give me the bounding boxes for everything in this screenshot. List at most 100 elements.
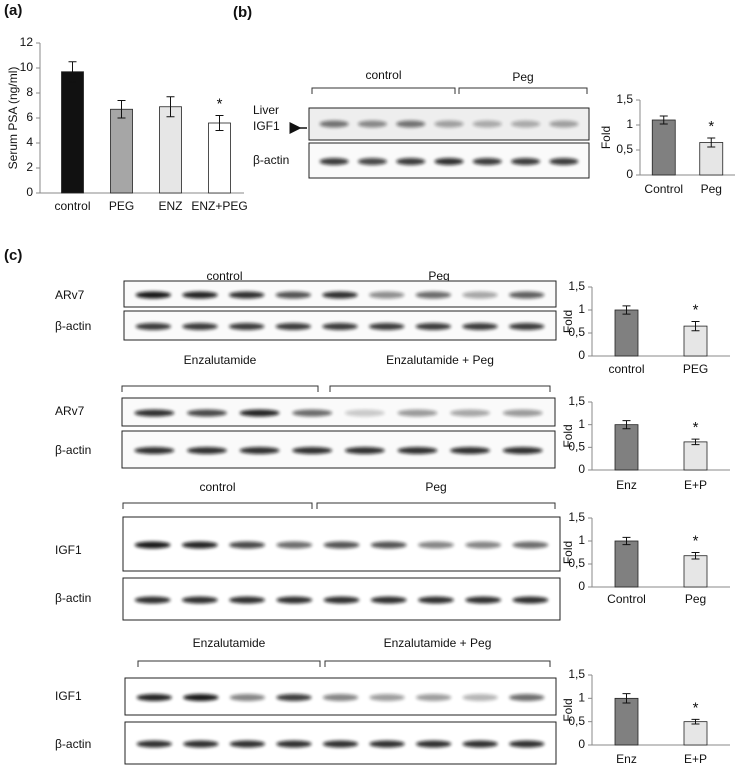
error-bar (622, 305, 631, 315)
band (275, 323, 312, 330)
bar (614, 424, 639, 471)
band (462, 323, 498, 330)
band (418, 541, 454, 549)
y-tick-label: 1,5 (568, 279, 585, 293)
band (418, 596, 454, 604)
band (508, 291, 545, 299)
band (228, 323, 265, 330)
band (357, 158, 387, 165)
band (369, 694, 405, 701)
band (275, 291, 312, 299)
bar (208, 122, 231, 194)
band (502, 409, 543, 417)
significance-mark: * (217, 95, 223, 112)
band (369, 740, 405, 748)
error-bar (691, 718, 700, 725)
bar (683, 555, 708, 588)
band (368, 323, 405, 330)
bar (159, 106, 182, 194)
band (136, 740, 172, 748)
band (465, 541, 502, 549)
y-axis-label: Fold (599, 126, 613, 149)
y-tick-label: 0,5 (568, 714, 585, 728)
band (135, 291, 172, 299)
band (292, 409, 333, 417)
band (276, 541, 313, 549)
band (276, 596, 313, 604)
bar (61, 71, 84, 194)
band (322, 323, 358, 330)
y-tick-label: 1 (578, 417, 585, 431)
band (370, 596, 407, 604)
band (357, 120, 387, 128)
band (136, 694, 172, 701)
group-label: Peg (512, 70, 533, 84)
band (396, 120, 426, 128)
y-tick-label: 0,5 (568, 556, 585, 570)
y-tick-label: 12 (20, 35, 34, 49)
group-bracket (137, 660, 321, 667)
bar (614, 697, 639, 746)
row-label: Liver (253, 103, 279, 117)
y-tick-label: 0 (578, 737, 585, 751)
error-bar (215, 115, 224, 131)
band (322, 694, 359, 701)
y-axis-label: Fold (561, 541, 575, 564)
group-bracket (311, 87, 456, 94)
group-label: Enzalutamide (193, 636, 266, 650)
band (344, 447, 385, 454)
band (276, 694, 312, 701)
x-tick-label: Enz (616, 752, 637, 766)
band (472, 158, 502, 165)
panel-label: (a) (4, 2, 22, 19)
panel-label: (c) (4, 247, 22, 264)
x-tick-label: control (54, 199, 90, 213)
blot-frame (121, 397, 556, 427)
band (472, 120, 502, 128)
band (415, 323, 452, 330)
band (229, 740, 266, 748)
significance-mark: * (708, 118, 714, 135)
band (183, 694, 219, 701)
y-tick-label: 2 (26, 160, 33, 174)
band (239, 447, 280, 454)
band (368, 291, 405, 299)
row-label: β-actin (55, 737, 91, 751)
band (183, 740, 219, 748)
x-tick-label: PEG (683, 362, 708, 376)
y-tick-label: 8 (26, 85, 33, 99)
band (434, 158, 464, 165)
y-axis-label: Fold (561, 310, 575, 333)
x-tick-label: Enz (616, 478, 637, 492)
y-tick-label: 4 (26, 135, 33, 149)
group-bracket (121, 385, 319, 392)
y-tick-label: 1 (578, 302, 585, 316)
group-label: Enzalutamide + Peg (386, 353, 494, 367)
band (415, 740, 452, 748)
bar (683, 441, 708, 471)
y-tick-label: 0,5 (616, 142, 633, 156)
significance-mark: * (693, 301, 699, 318)
row-label: β-actin (55, 591, 91, 605)
band (134, 409, 175, 417)
y-tick-label: 1 (578, 691, 585, 705)
band (512, 541, 549, 549)
band (322, 740, 359, 748)
error-bar (117, 100, 126, 119)
group-label: Enzalutamide + Peg (384, 636, 492, 650)
group-label: control (206, 269, 242, 283)
band (229, 596, 265, 604)
y-tick-label: 0 (626, 167, 633, 181)
group-label: Peg (428, 269, 449, 283)
band (396, 158, 426, 165)
row-label: IGF1 (253, 119, 280, 133)
significance-mark: * (693, 419, 699, 436)
group-bracket (329, 385, 551, 392)
x-tick-label: PEG (109, 199, 134, 213)
error-bar (166, 96, 175, 118)
panel-label: (b) (233, 4, 252, 21)
y-axis-label: Serum PSA (ng/ml) (6, 67, 20, 170)
band (319, 158, 349, 165)
band (182, 291, 218, 299)
